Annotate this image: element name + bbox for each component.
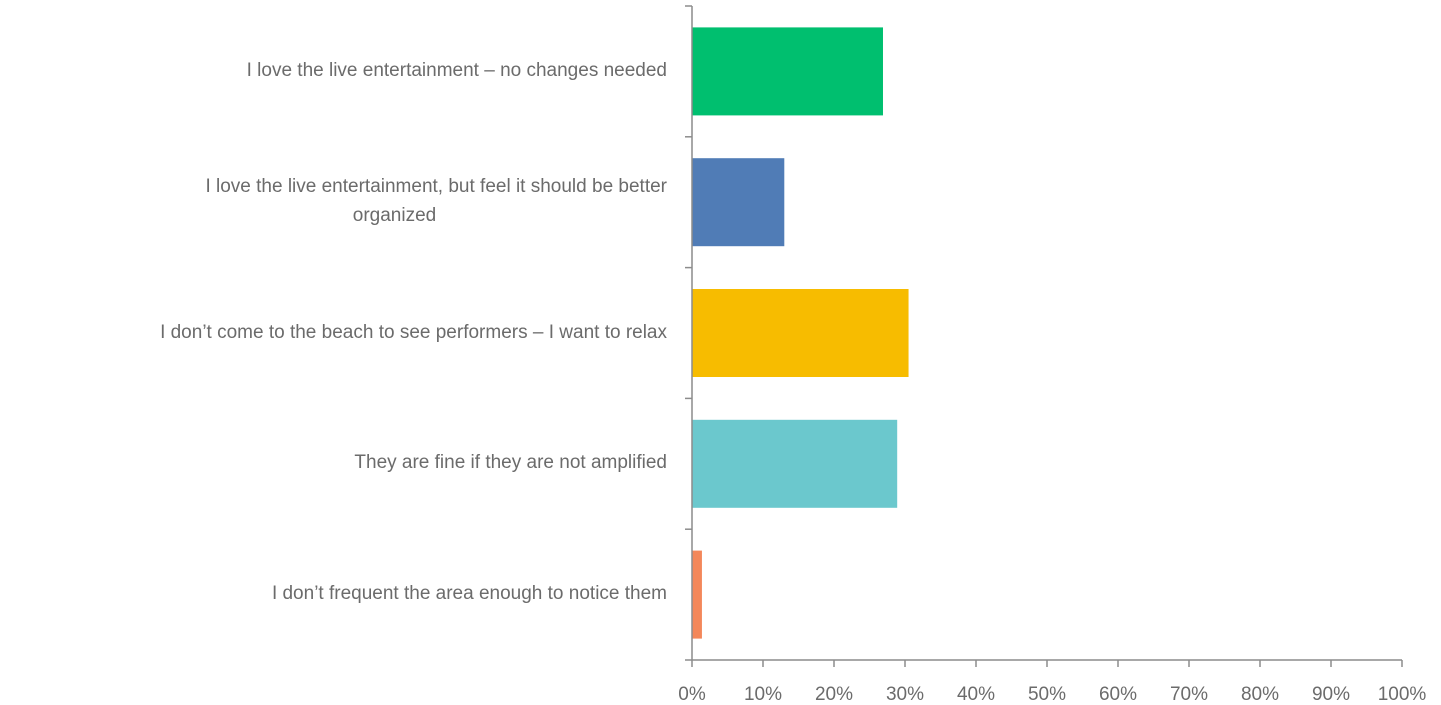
category-label-2: I love the live entertainment, but feel … xyxy=(205,176,667,227)
x-tick-label: 50% xyxy=(1028,684,1066,705)
x-tick-label: 20% xyxy=(815,684,853,705)
x-tick-label: 0% xyxy=(678,684,706,705)
category-label-3: I don’t come to the beach to see perform… xyxy=(160,321,667,343)
x-tick-label: 40% xyxy=(957,684,995,705)
x-tick-label: 70% xyxy=(1170,684,1208,705)
x-tick-label: 60% xyxy=(1099,684,1137,705)
x-tick-label: 80% xyxy=(1241,684,1279,705)
x-tick-label: 100% xyxy=(1378,684,1427,705)
x-tick-label: 90% xyxy=(1312,684,1350,705)
category-label-4: They are fine if they are not amplified xyxy=(354,452,667,474)
x-tick-label: 30% xyxy=(886,684,924,705)
bar-5 xyxy=(692,550,702,639)
bar-2 xyxy=(692,158,785,247)
category-label-5: I don’t frequent the area enough to noti… xyxy=(271,583,667,605)
x-tick-label: 10% xyxy=(744,684,782,705)
bar-4 xyxy=(692,419,898,508)
bar-3 xyxy=(692,289,909,377)
bar-1 xyxy=(692,27,883,116)
category-label-1: I love the live entertainment – no chang… xyxy=(246,59,667,81)
